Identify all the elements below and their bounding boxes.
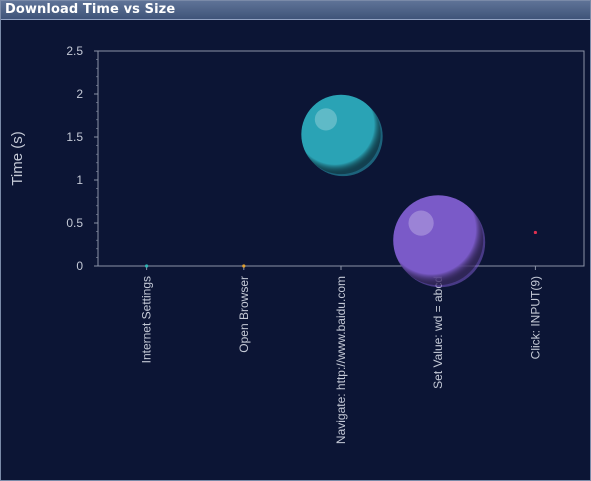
- x-tick-label: Set Value: wd = abcd: [431, 276, 445, 389]
- y-axis-title: Time (s): [9, 131, 26, 185]
- chart-area: 0 0.5 1 1.5 2 2.5 Time (s) Internet Settings Ope…: [1, 20, 590, 480]
- x-tick-label: Click: INPUT(9): [528, 276, 542, 359]
- y-tick-label: 1.5: [66, 130, 83, 144]
- bubble-marker: [393, 195, 484, 286]
- bubble-0: [145, 264, 149, 268]
- bubble-marker: [533, 230, 538, 235]
- bubble-marker: [145, 264, 149, 268]
- x-tick-label: Open Browser: [237, 276, 251, 353]
- x-tick-label: Internet Settings: [140, 276, 154, 363]
- window-title: Download Time vs Size: [5, 2, 176, 17]
- bubble-marker: [242, 264, 246, 268]
- x-tick-label: Navigate: http://www.baidu.com: [334, 276, 348, 444]
- y-tick-label: 2: [76, 87, 83, 101]
- bubble-highlight: [408, 210, 434, 236]
- bubble-2: [301, 94, 383, 177]
- y-tick-label: 1: [76, 173, 83, 187]
- y-tick-label: 0: [76, 259, 83, 273]
- bubble-marker: [301, 94, 381, 175]
- bubble-4: [533, 230, 538, 235]
- y-tick-label: 2.5: [66, 44, 83, 58]
- y-tick-label: 0.5: [66, 216, 83, 230]
- title-bar: Download Time vs Size: [1, 1, 590, 20]
- bubble-highlight: [314, 108, 338, 131]
- bubble-chart: 0 0.5 1 1.5 2 2.5 Time (s) Internet Settings Ope…: [9, 44, 585, 444]
- bubble-1: [242, 264, 246, 268]
- bubble-3: [393, 195, 486, 288]
